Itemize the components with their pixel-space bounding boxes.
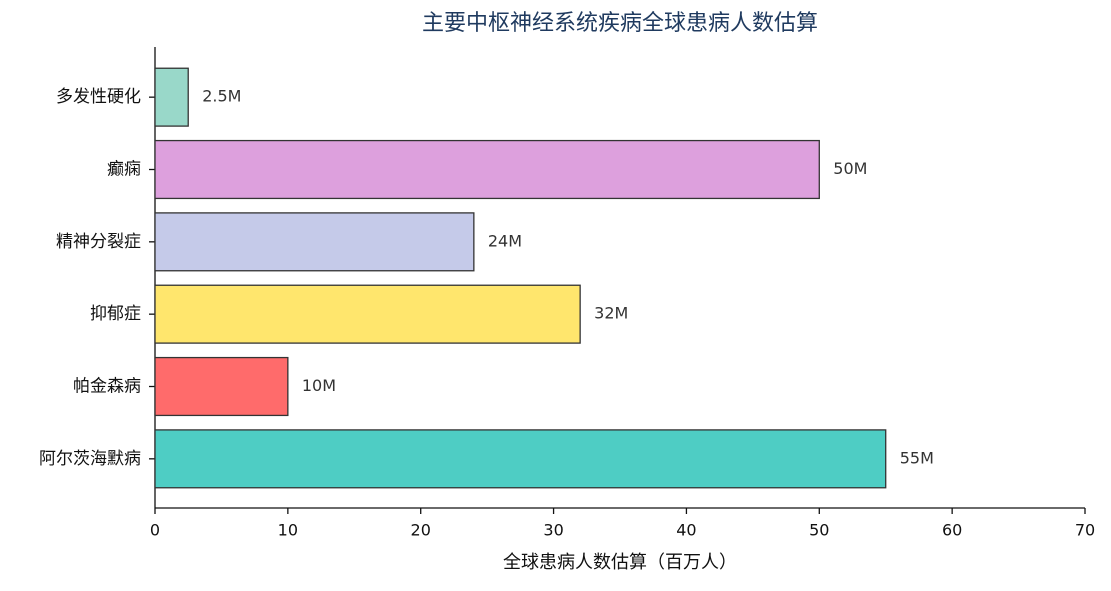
bar: [154, 67, 189, 127]
bar: [154, 212, 475, 272]
x-axis-label: 全球患病人数估算（百万人）: [503, 552, 737, 573]
x-tick-label: 30: [543, 521, 563, 540]
y-tick-label: 抑郁症: [90, 304, 141, 324]
bar: [154, 139, 820, 200]
bar: [154, 284, 581, 344]
bar: [154, 356, 289, 417]
x-tick-label: 0: [150, 521, 160, 540]
x-tick-label: 50: [809, 521, 829, 540]
x-tick-label: 40: [676, 521, 696, 540]
y-tick-label: 精神分裂症: [56, 232, 141, 252]
x-tick-label: 70: [1075, 521, 1095, 540]
x-tick-label: 20: [411, 521, 431, 540]
value-label: 10M: [302, 376, 336, 395]
bar: [154, 429, 887, 489]
y-tick-label: 阿尔茨海默病: [39, 449, 141, 469]
value-label: 24M: [488, 231, 522, 250]
value-label: 2.5M: [202, 87, 241, 106]
chart-title: 主要中枢神经系统疾病全球患病人数估算: [422, 11, 818, 36]
x-tick-label: 60: [942, 521, 962, 540]
value-label: 55M: [900, 448, 934, 467]
y-tick-label: 多发性硬化: [56, 87, 141, 107]
value-label: 50M: [833, 159, 867, 178]
value-label: 32M: [594, 304, 628, 323]
y-tick-label: 帕金森病: [73, 377, 141, 397]
x-tick-label: 10: [278, 521, 298, 540]
y-tick-label: 癫痫: [107, 160, 141, 180]
